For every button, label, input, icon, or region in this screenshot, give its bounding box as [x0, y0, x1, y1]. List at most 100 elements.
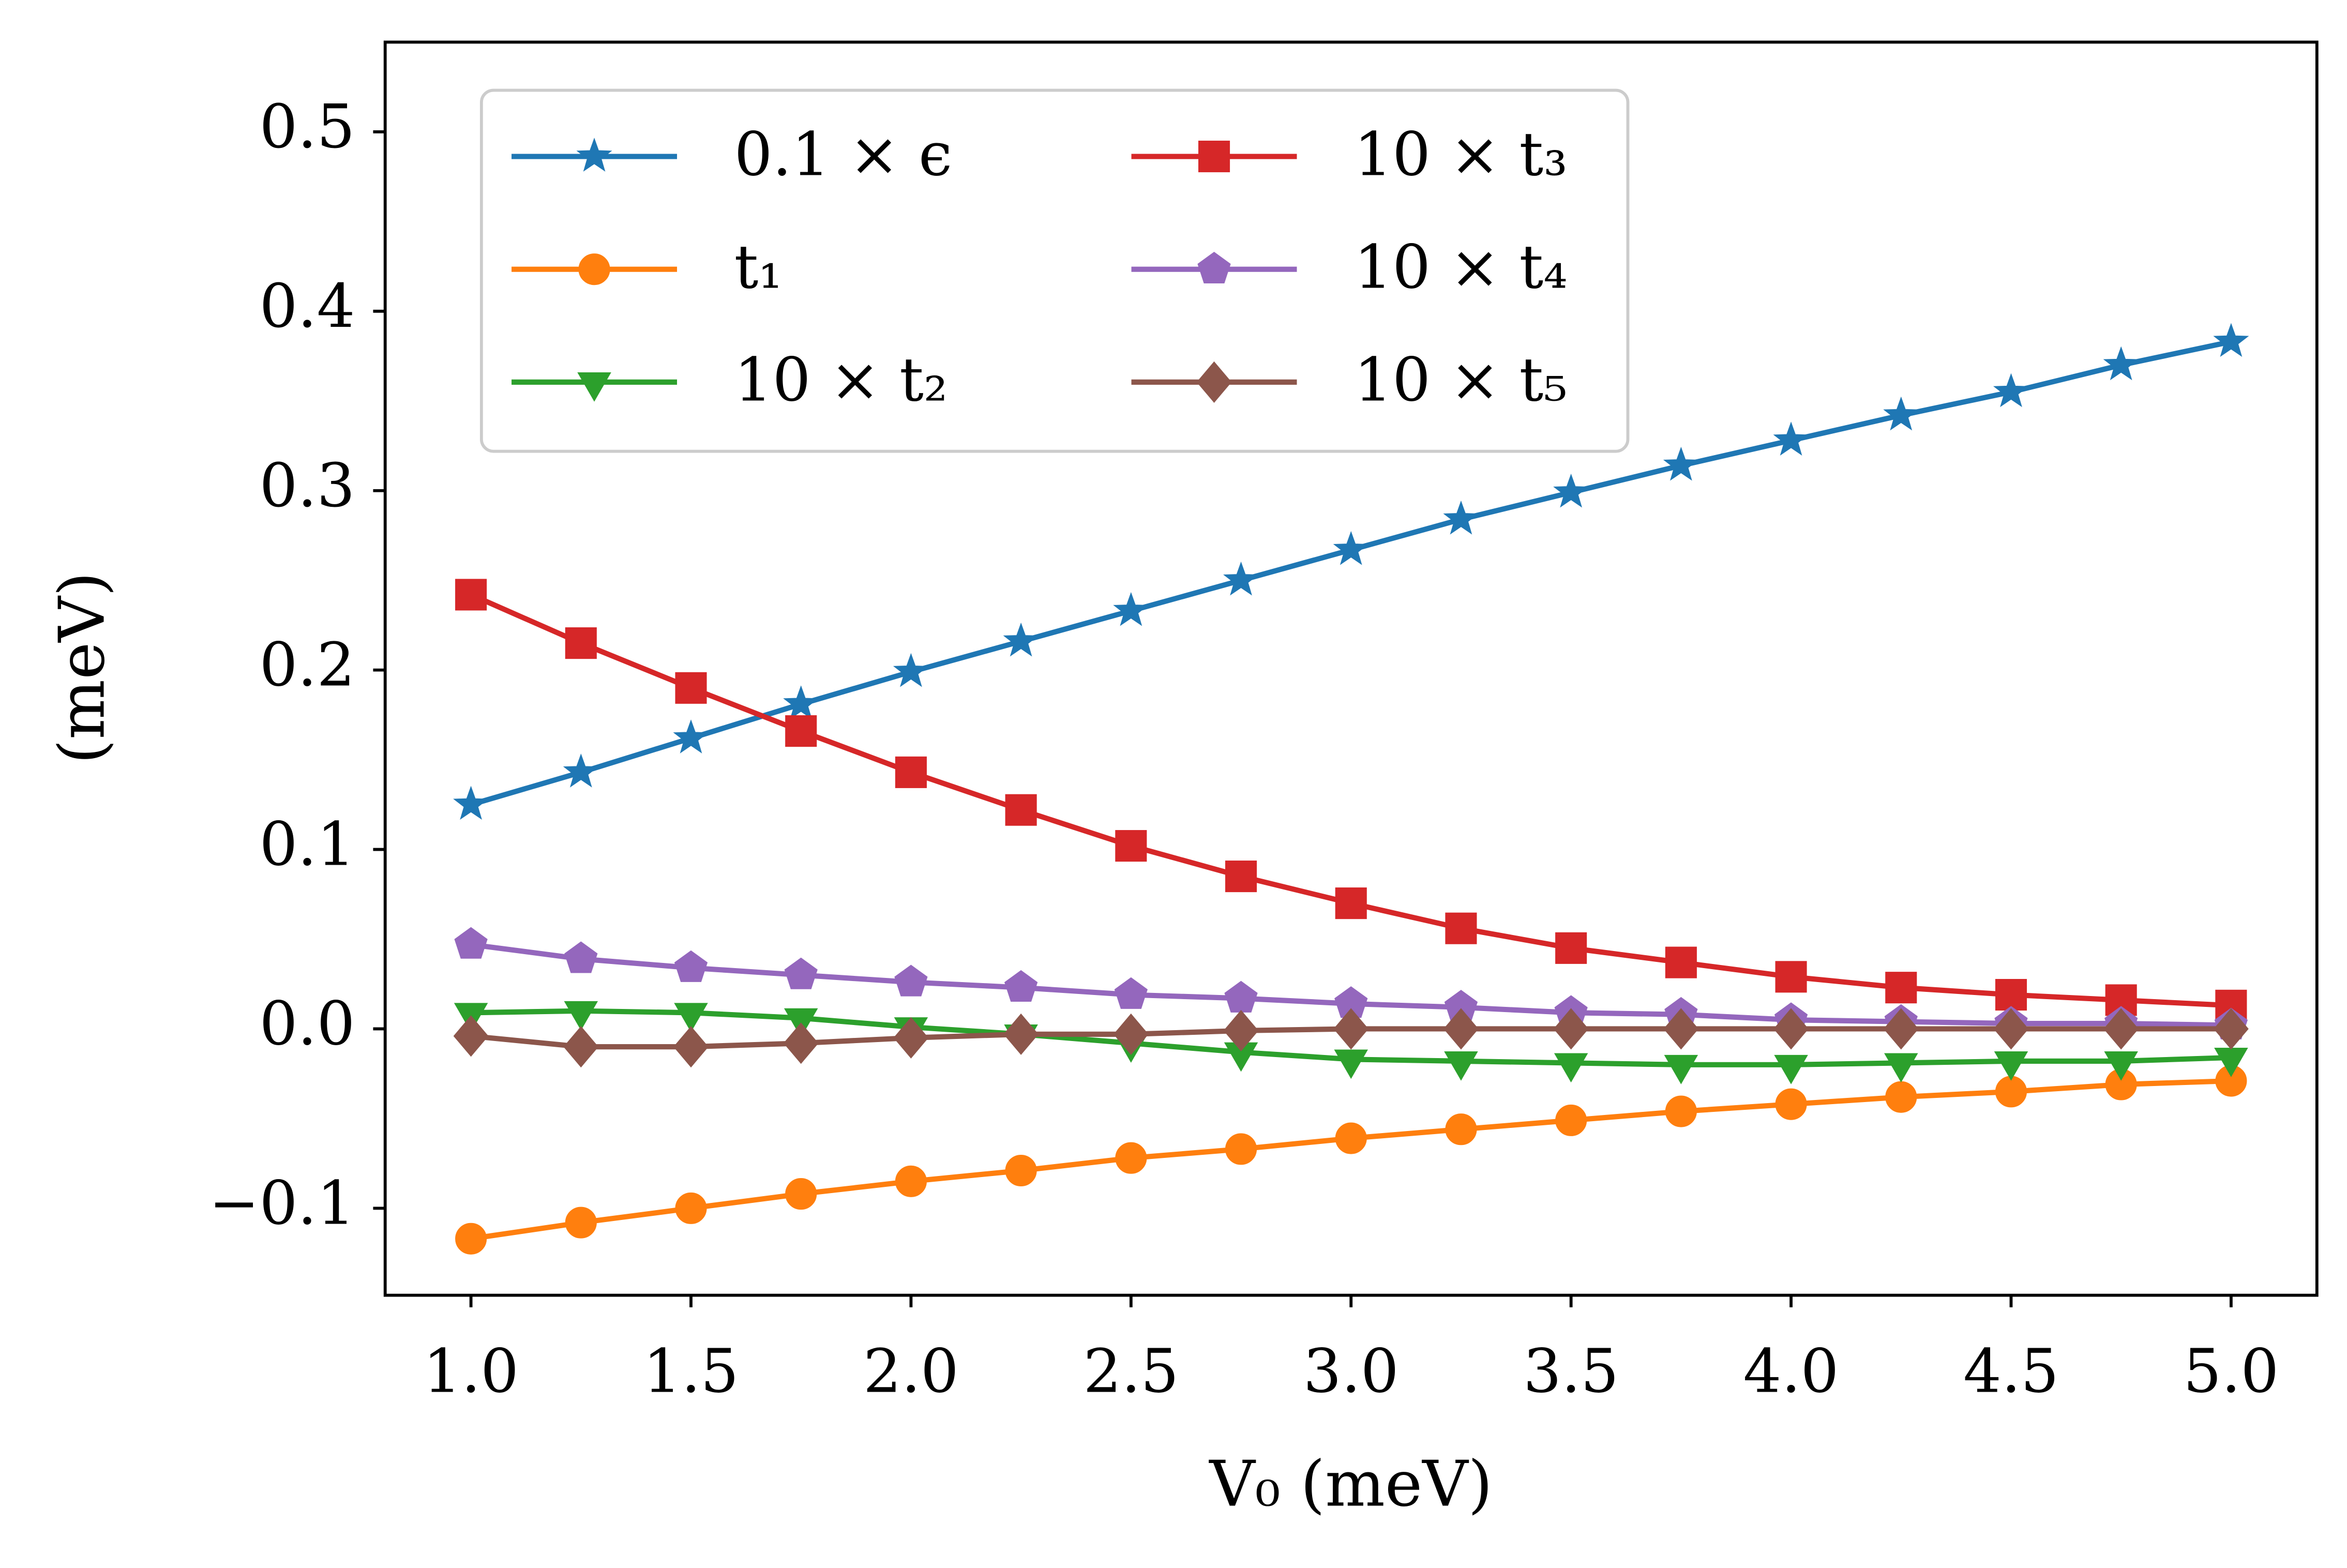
data-point	[453, 1015, 489, 1057]
legend-label: 10 × t₃	[1354, 119, 1568, 189]
legend-marker	[577, 372, 611, 402]
data-point	[564, 1001, 598, 1031]
data-point	[2103, 346, 2139, 381]
data-point	[1883, 396, 1919, 431]
data-point	[2103, 1008, 2139, 1050]
data-point	[1663, 1008, 1699, 1050]
data-point	[1663, 446, 1699, 481]
data-point	[1333, 1008, 1369, 1050]
data-point	[1333, 531, 1369, 565]
x-tick-label: 2.5	[1083, 1337, 1179, 1407]
data-point	[893, 1017, 929, 1059]
data-point	[1553, 473, 1589, 508]
data-point	[674, 1003, 708, 1033]
data-point	[1443, 1008, 1479, 1050]
data-point	[785, 1178, 817, 1210]
x-tick-label: 3.5	[1523, 1337, 1619, 1407]
data-point	[1993, 373, 2029, 408]
data-point	[564, 941, 598, 973]
data-point	[1775, 961, 1807, 993]
legend: 0.1 × ϵ t₁ 10 × t₂ 10 × t₃ 10 × t₄ 10 × t₅	[479, 88, 1630, 453]
data-point	[1883, 1008, 1919, 1050]
data-point	[2104, 1051, 2138, 1081]
x-axis-label: V₀ (meV)	[1208, 1448, 1493, 1521]
legend-marker	[1196, 361, 1232, 403]
data-point	[563, 753, 599, 788]
data-point	[675, 1192, 707, 1224]
x-tick-label: 4.0	[1743, 1337, 1839, 1407]
data-point	[1774, 1054, 1808, 1084]
data-point	[783, 1022, 819, 1064]
legend-marker	[1197, 251, 1231, 284]
data-point	[895, 1165, 927, 1197]
legend-label: 10 × t₅	[1354, 345, 1568, 415]
data-point	[2213, 1008, 2249, 1050]
data-point	[1885, 1081, 1917, 1113]
series	[453, 1008, 2249, 1068]
data-point	[1113, 1013, 1149, 1055]
data-point	[785, 715, 817, 747]
data-point	[1225, 1133, 1257, 1165]
data-point	[1445, 1113, 1477, 1145]
y-tick-label: 0.4	[259, 272, 355, 341]
data-point	[565, 1207, 597, 1239]
data-point	[455, 1223, 487, 1255]
data-point	[453, 786, 489, 820]
data-point	[1995, 978, 2027, 1011]
y-tick-label: 0.0	[259, 989, 355, 1059]
data-point	[1334, 1049, 1368, 1079]
data-point	[565, 627, 597, 659]
y-tick-label: 0.5	[259, 92, 355, 162]
data-point	[895, 756, 927, 788]
data-point	[1773, 1008, 1809, 1050]
data-point	[1005, 794, 1037, 826]
x-tick-label: 2.0	[863, 1337, 959, 1407]
x-tick-label: 1.5	[643, 1337, 739, 1407]
y-tick-label: 0.2	[259, 630, 355, 700]
data-point	[1335, 887, 1367, 919]
x-tick-label: 3.0	[1303, 1337, 1399, 1407]
legend-marker	[1198, 140, 1230, 173]
data-point	[1555, 932, 1587, 964]
data-point	[1665, 946, 1697, 978]
data-point	[1223, 561, 1259, 596]
data-point	[894, 964, 928, 997]
data-point	[1995, 1076, 2027, 1108]
data-point	[784, 957, 818, 989]
data-point	[1003, 622, 1039, 657]
data-point	[1993, 1008, 2029, 1050]
data-point	[1005, 1154, 1037, 1187]
data-point	[1114, 977, 1148, 1009]
data-point	[1664, 1054, 1698, 1084]
data-point	[673, 719, 709, 753]
data-point	[1773, 421, 1809, 456]
data-point	[675, 672, 707, 704]
data-point	[893, 653, 929, 687]
data-point	[455, 579, 487, 611]
data-point	[1225, 861, 1257, 893]
data-point	[1775, 1088, 1807, 1120]
data-point	[1335, 1122, 1367, 1154]
x-tick-label: 1.0	[423, 1337, 519, 1407]
data-point	[1884, 1053, 1918, 1083]
legend-label: 10 × t₂	[734, 345, 948, 415]
data-point	[1004, 970, 1038, 1002]
legend-marker	[576, 138, 612, 172]
legend-label: t₁	[734, 233, 783, 303]
data-point	[1885, 972, 1917, 1004]
data-point	[1555, 1104, 1587, 1136]
data-point	[1553, 1008, 1589, 1050]
data-point	[1003, 1013, 1039, 1055]
y-tick-label: −0.1	[209, 1168, 355, 1238]
data-point	[1115, 830, 1147, 862]
data-point	[1444, 1051, 1478, 1081]
data-point	[673, 1026, 709, 1068]
data-point	[1223, 1009, 1259, 1051]
data-point	[1115, 1142, 1147, 1174]
data-point	[1994, 1051, 2028, 1081]
series	[455, 1065, 2247, 1255]
data-point	[783, 685, 819, 719]
data-point	[2213, 323, 2249, 357]
legend-frame	[479, 88, 1630, 453]
